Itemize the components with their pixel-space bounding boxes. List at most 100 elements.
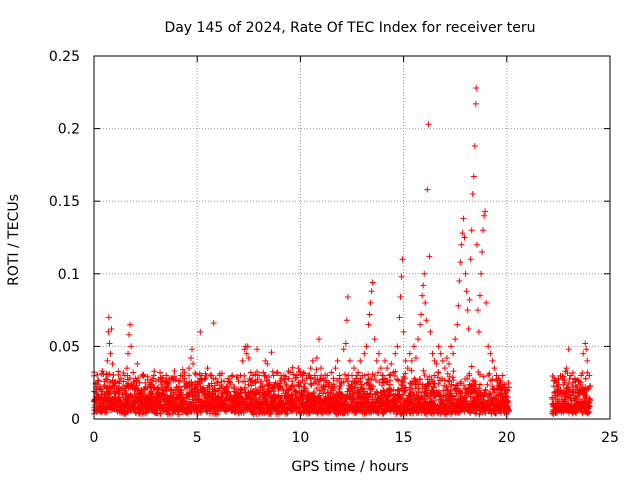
data-point <box>241 346 248 353</box>
data-point <box>468 227 475 234</box>
data-point <box>341 371 348 378</box>
data-point <box>343 317 350 324</box>
data-point <box>464 307 471 314</box>
data-point <box>340 346 347 353</box>
data-point <box>285 375 292 382</box>
data-point <box>309 357 316 364</box>
data-point <box>503 392 510 399</box>
data-point <box>260 369 267 376</box>
data-point <box>497 379 504 386</box>
data-point <box>336 372 343 379</box>
data-point <box>483 299 490 306</box>
data-point <box>465 325 472 332</box>
data-point <box>400 379 407 386</box>
data-point <box>101 378 108 385</box>
x-tick-label: 15 <box>395 430 413 446</box>
data-point <box>132 375 139 382</box>
data-point <box>289 378 296 385</box>
data-point <box>300 388 307 395</box>
data-point <box>361 350 368 357</box>
data-point <box>355 369 362 376</box>
data-point <box>420 367 427 374</box>
data-point <box>370 383 377 390</box>
data-point <box>471 143 478 150</box>
data-point <box>315 336 322 343</box>
data-point <box>395 377 402 384</box>
data-point <box>237 372 244 379</box>
data-point <box>270 372 277 379</box>
data-point <box>103 409 110 416</box>
data-point <box>394 343 401 350</box>
data-point <box>313 355 320 362</box>
data-point <box>238 387 245 394</box>
data-point <box>380 379 387 386</box>
data-point <box>559 375 566 382</box>
data-point <box>495 375 502 382</box>
data-point <box>142 384 149 391</box>
data-point <box>320 383 327 390</box>
data-point <box>201 376 208 383</box>
data-point <box>150 372 157 379</box>
data-point <box>418 311 425 318</box>
data-point <box>106 340 113 347</box>
data-point <box>127 321 134 328</box>
data-point <box>486 370 493 377</box>
data-point <box>360 385 367 392</box>
x-tick-label: 25 <box>601 430 619 446</box>
data-point <box>417 376 424 383</box>
data-point <box>423 317 430 324</box>
data-point <box>318 365 325 372</box>
data-point <box>499 372 506 379</box>
y-tick-label: 0.2 <box>58 122 80 138</box>
data-point <box>130 369 137 376</box>
data-point <box>565 346 572 353</box>
data-point <box>289 364 296 371</box>
data-point <box>197 328 204 335</box>
data-point <box>427 395 434 402</box>
data-point <box>291 386 298 393</box>
data-point <box>476 292 483 299</box>
data-point <box>382 375 389 382</box>
data-point <box>584 357 591 364</box>
data-point <box>126 375 133 382</box>
data-point <box>194 386 201 393</box>
data-point <box>178 387 185 394</box>
data-point <box>282 381 289 388</box>
data-point <box>452 336 459 343</box>
data-point <box>415 388 422 395</box>
data-point <box>115 389 122 396</box>
data-point <box>185 372 192 379</box>
data-point <box>295 365 302 372</box>
data-point <box>299 372 306 379</box>
data-point <box>421 372 428 379</box>
data-point <box>254 368 261 375</box>
data-point <box>439 357 446 364</box>
data-point <box>175 378 182 385</box>
data-point <box>138 386 145 393</box>
data-point <box>104 357 111 364</box>
data-point <box>140 372 147 379</box>
data-point <box>409 388 416 395</box>
data-point <box>586 403 593 410</box>
data-point <box>445 377 452 384</box>
data-point <box>457 259 464 266</box>
chart-title: Day 145 of 2024, Rate Of TEC Index for r… <box>164 20 535 36</box>
data-point <box>582 375 589 382</box>
data-point <box>304 389 311 396</box>
data-point <box>427 328 434 335</box>
x-tick-label: 20 <box>498 430 516 446</box>
data-point <box>450 368 457 375</box>
data-point <box>338 379 345 386</box>
data-point <box>220 389 227 396</box>
data-point <box>388 360 395 367</box>
data-point <box>454 381 461 388</box>
data-point <box>412 355 419 362</box>
data-point <box>443 355 450 362</box>
data-point <box>214 379 221 386</box>
data-point <box>586 372 593 379</box>
data-point <box>268 349 275 356</box>
data-point <box>431 372 438 379</box>
data-point <box>390 369 397 376</box>
data-point <box>152 378 159 385</box>
data-point <box>553 379 560 386</box>
